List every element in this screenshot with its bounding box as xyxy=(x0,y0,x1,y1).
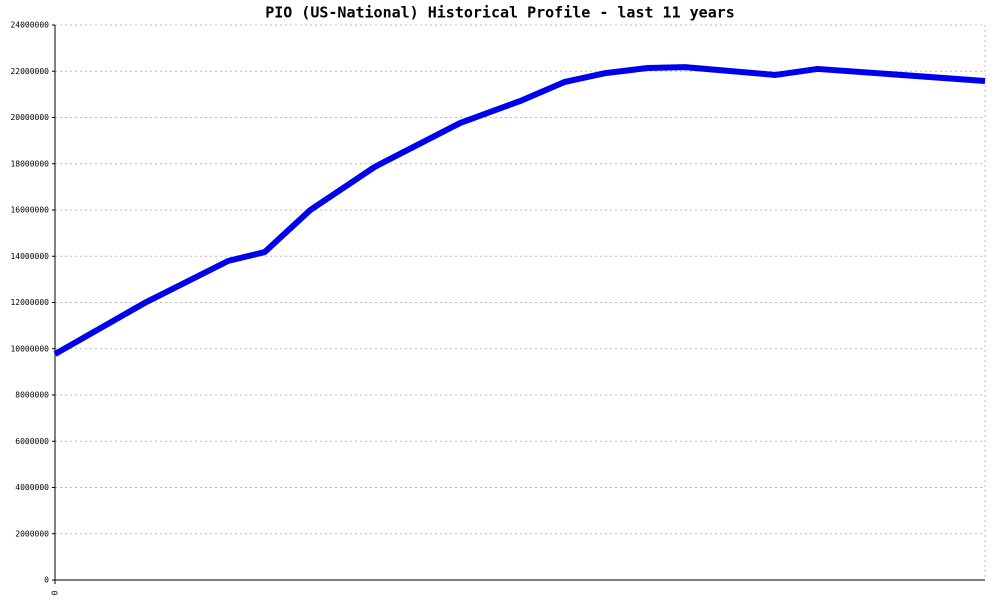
chart-title: PIO (US-National) Historical Profile - l… xyxy=(265,4,735,22)
y-tick-label: 18000000 xyxy=(10,159,49,168)
y-tick-label: 6000000 xyxy=(15,437,49,446)
y-tick-label: 22000000 xyxy=(10,67,49,76)
y-tick-label: 20000000 xyxy=(10,113,49,122)
data-line xyxy=(53,64,986,357)
y-tick-label: 0 xyxy=(44,576,49,585)
y-tick-label: 2000000 xyxy=(15,529,49,538)
y-tick-label: 4000000 xyxy=(15,483,49,492)
y-tick-label: 8000000 xyxy=(15,391,49,400)
y-tick-label: 12000000 xyxy=(10,298,49,307)
y-tick-label: 14000000 xyxy=(10,252,49,261)
y-tick-label: 10000000 xyxy=(10,344,49,353)
x-tick-label: 0 xyxy=(51,590,60,595)
y-tick-label: 24000000 xyxy=(10,21,49,30)
y-tick-label: 16000000 xyxy=(10,206,49,215)
